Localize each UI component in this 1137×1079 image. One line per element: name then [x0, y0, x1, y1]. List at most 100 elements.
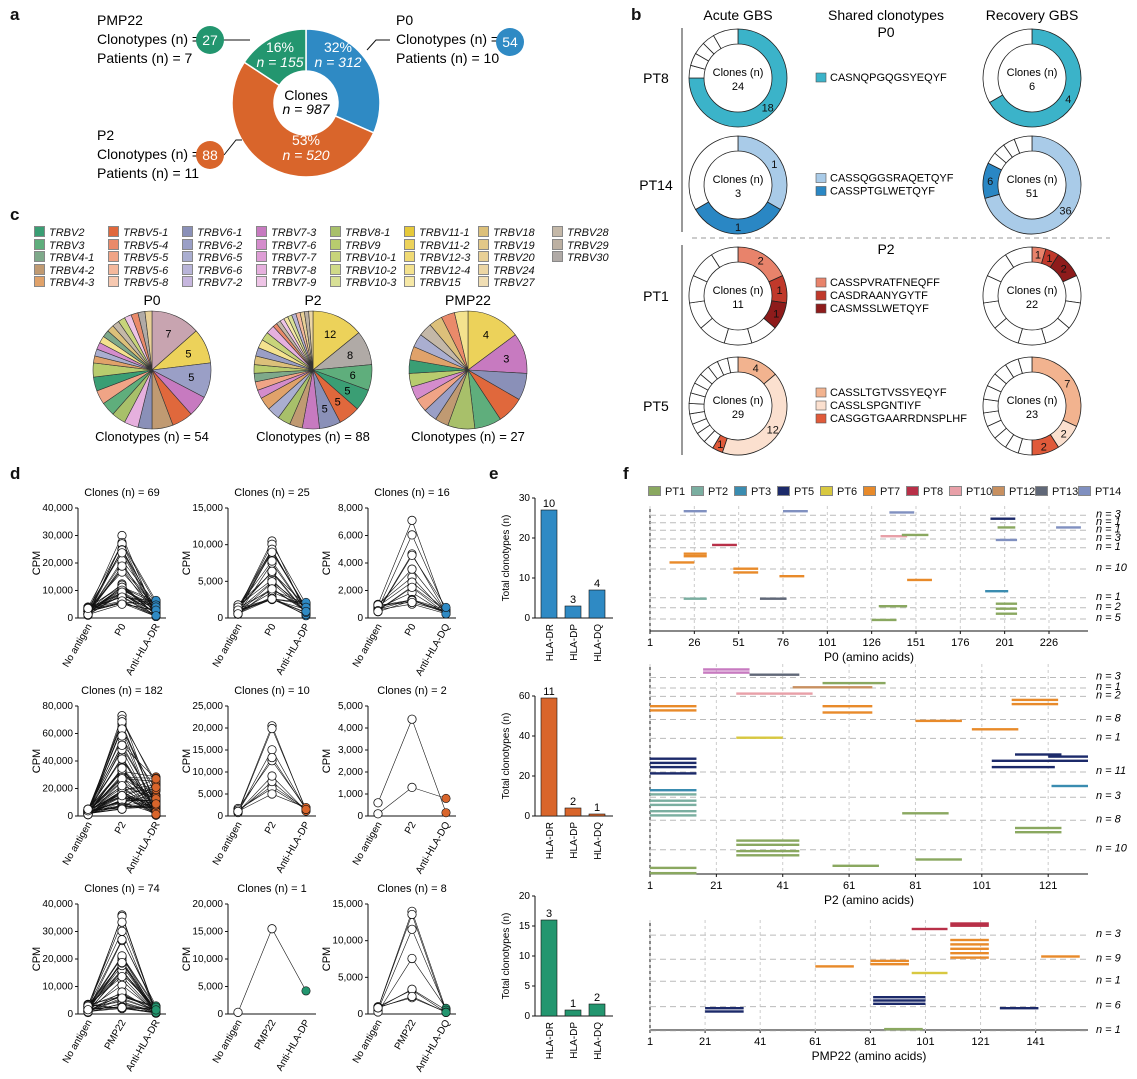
- point-no-antigen: [83, 1005, 93, 1015]
- legend-swatch: [404, 276, 415, 287]
- section-p2-label: P2: [877, 241, 894, 257]
- cpm-plot-title: Clones (n) = 16: [374, 487, 450, 499]
- panel-f-legend: PT1 PT2 PT3 PT5 PT6 PT7 PT8 PT10 PT12 PT13 PT14: [648, 486, 1128, 504]
- y-tick-label: 30,000: [42, 531, 73, 542]
- acute-slice-label: 1: [717, 439, 723, 451]
- legend-label: TRBV10-3: [345, 277, 397, 289]
- legend-item-trbv19: TRBV19: [478, 238, 535, 252]
- y-tick-label: 0: [357, 1009, 363, 1020]
- bar-label: 11: [543, 686, 554, 698]
- x-tick-label: 61: [843, 880, 855, 892]
- legend-label: TRBV5-4: [123, 239, 169, 252]
- bar-label: 2: [594, 992, 600, 1004]
- epitope-segment: [950, 943, 989, 946]
- epitope-segment: [779, 575, 805, 578]
- ring-center-label: Clones (n): [713, 285, 764, 297]
- x-tick-label: Anti-HLA-DP: [274, 1018, 312, 1073]
- point-blocking: [151, 1005, 161, 1015]
- ring-center-label: Clones (n): [713, 395, 764, 407]
- legend-item-pt13: PT13: [1035, 486, 1078, 498]
- x-tick-label: 41: [777, 880, 789, 892]
- point-blocking: [301, 804, 311, 814]
- bar-label: 4: [594, 578, 600, 590]
- x-tick-label: 176: [951, 637, 969, 649]
- row-count-label: n = 1: [1096, 731, 1121, 743]
- cpm-plot: Clones (n) = 8 0 5,000 10,000 15,000 CPM No an…: [321, 883, 456, 1074]
- y-axis-label: Total clonotypes (n): [501, 713, 512, 800]
- point-blocking: [441, 1007, 451, 1017]
- x-tick-label: HLA-DQ: [593, 822, 604, 860]
- y-tick-label: 8,000: [338, 503, 363, 514]
- y-tick-label: 10,000: [332, 936, 363, 947]
- legend-label: PT6: [837, 486, 858, 498]
- x-tick-label: Anti-HLA-DQ: [414, 1018, 453, 1074]
- legend-label: TRBV5-6: [123, 264, 169, 277]
- point-no-antigen: [83, 603, 93, 613]
- x-tick-label: 201: [995, 637, 1013, 649]
- ring-center-label: Clones (n): [713, 67, 764, 79]
- y-tick-label: 10: [519, 573, 531, 584]
- legend-item-trbv27: TRBV27: [478, 276, 535, 289]
- point-antigen: [117, 993, 127, 1003]
- y-tick-label: 5,000: [198, 982, 223, 993]
- y-tick-label: 20,000: [192, 723, 223, 734]
- epitope-segment: [1051, 784, 1088, 788]
- point-antigen: [117, 740, 127, 750]
- point-antigen: [117, 1002, 127, 1013]
- epitope-segment: [999, 1007, 1039, 1010]
- row-count-label: n = 1: [1096, 541, 1121, 553]
- legend-label: TRBV19: [493, 239, 535, 252]
- pie-title-pmp22: PMP22: [445, 292, 491, 308]
- y-tick-label: 0: [67, 811, 73, 822]
- point-antigen: [407, 924, 417, 934]
- rec-slice-label: 7: [1064, 378, 1070, 390]
- panel-label-b: b: [631, 5, 642, 24]
- y-tick-label: 0: [357, 811, 363, 822]
- callout-p0-title: P0: [396, 12, 413, 28]
- y-tick-label: 60: [519, 691, 531, 702]
- row-count-label: n = 3: [1096, 790, 1122, 802]
- pie-slice-label: 5: [344, 385, 350, 397]
- x-tick-label: No antigen: [211, 622, 245, 669]
- y-axis-label: CPM: [181, 947, 193, 971]
- legend-label: TRBV4-3: [49, 277, 95, 289]
- legend-swatch: [949, 486, 962, 496]
- bar-hla-dr: [540, 697, 558, 817]
- x-tick-label: 81: [909, 880, 921, 892]
- clonotype-sequence: CASSQGGSRAQETQYF: [830, 173, 954, 185]
- point-antigen: [267, 594, 277, 604]
- y-tick-label: 10,000: [42, 586, 73, 597]
- x-tick-label: No antigen: [351, 1018, 385, 1065]
- callout-pmp22-badge: [196, 26, 224, 54]
- x-tick-label: No antigen: [351, 820, 385, 867]
- point-blocking: [441, 808, 451, 818]
- row-count-label: n = 11: [1096, 765, 1126, 777]
- epitope-segment: [995, 538, 1018, 542]
- x-tick-label: HLA-DP: [569, 822, 580, 859]
- pie-slice: [308, 310, 314, 371]
- epitope-segment: [950, 938, 989, 942]
- x-tick-label: 1: [647, 1036, 653, 1048]
- y-tick-label: 20,000: [192, 899, 223, 910]
- y-tick-label: 15,000: [192, 503, 223, 514]
- legend-item-trbv10-1: TRBV10-1: [330, 251, 396, 264]
- ring-center-n: 3: [735, 188, 741, 200]
- x-tick-label: Anti-HLA-DR: [124, 820, 162, 876]
- row-count-label: n = 3: [1096, 671, 1122, 683]
- x-tick-label: P0: [403, 622, 419, 638]
- epitope-segment: [650, 866, 697, 870]
- point-antigen: [267, 556, 277, 566]
- legend-item-pt8: PT8: [906, 486, 943, 498]
- epitope-segment: [736, 854, 800, 857]
- legend-label: TRBV10-2: [345, 264, 397, 277]
- legend-label: TRBV27: [493, 277, 535, 289]
- legend-swatch: [256, 263, 267, 275]
- x-tick-label: 51: [733, 637, 745, 649]
- x-tick-label: 151: [907, 637, 925, 649]
- clonotype-sequence: CASSLSPGNTIYF: [830, 400, 921, 412]
- point-antigen: [117, 971, 127, 982]
- clonotype-sequence: CASMSSLWETQYF: [830, 303, 929, 315]
- y-axis-label: CPM: [31, 947, 43, 971]
- rec-slice-label: 1: [1046, 253, 1052, 265]
